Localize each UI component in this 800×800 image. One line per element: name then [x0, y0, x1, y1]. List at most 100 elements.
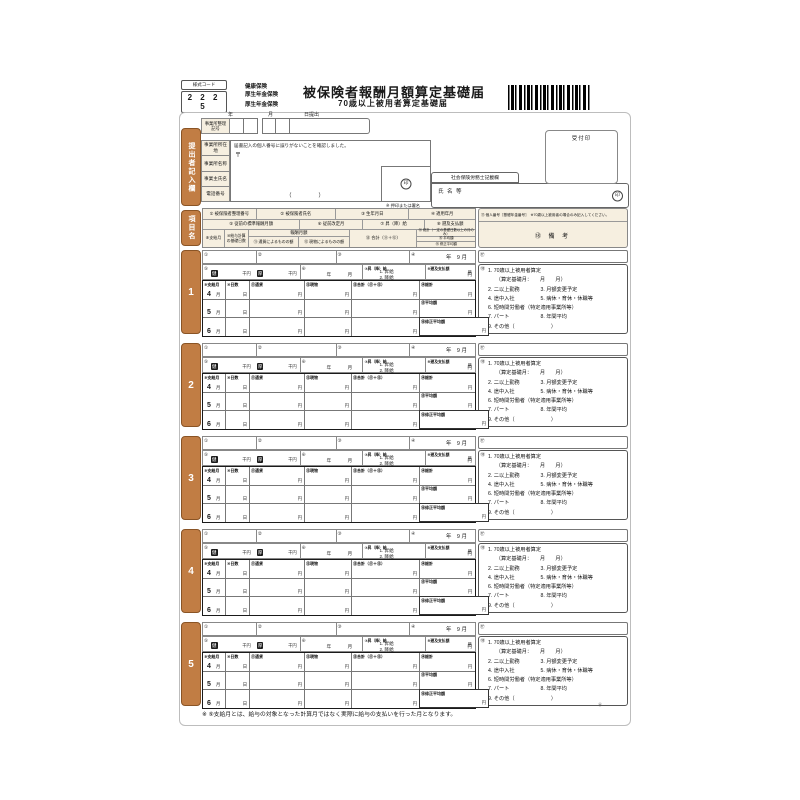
record-previous-row: ⑤ 健 千円 厚 千円 ⑥ 年 月 ⑦昇（降）給 1. 昇給 2. 降給: [202, 450, 477, 466]
unit-month: 月: [347, 457, 353, 463]
unit-month: 月: [216, 701, 221, 707]
marker: ②: [257, 251, 262, 257]
grand-total-cell: ⑭総計円: [419, 560, 475, 578]
marker: ③: [337, 530, 342, 536]
record-identity-row: ① ② ③ ④ 年 9 月: [202, 529, 476, 543]
unit-yen: 円: [344, 663, 349, 669]
record-number: 5: [188, 658, 194, 670]
previous-revision-cell: ⑥ 年 月: [300, 544, 364, 559]
health-mark: 健: [211, 363, 218, 370]
sum-cell: ⑬合計（⑪＋⑫） 円: [351, 374, 419, 392]
header-remuneration-group: 報酬月額 ⑪ 通貨によるものの額 ⑫ 現物によるものの額: [248, 230, 350, 247]
unit-yen: 円: [297, 663, 302, 669]
health-mark: 健: [211, 270, 218, 277]
unit-yen: 円: [344, 403, 349, 409]
unit-month: 月: [347, 550, 353, 556]
unit-month: 月: [216, 608, 221, 614]
marker: ①: [204, 437, 209, 443]
raise-cut-cell: ⑦昇（降）給 1. 昇給 2. 降給: [363, 358, 427, 373]
inkind-amount-cell: 円: [304, 578, 351, 597]
mini-label: ⑮平均額: [421, 300, 437, 306]
header-totals-stack: ⑭ 総計（一定の基礎日数以上の月のみ） ⑮ 平均額 ⑯ 修正平均額: [417, 228, 475, 247]
remarks-option: 1. 70歳以上被用者算定: [488, 454, 542, 460]
month-row-april: ⑨支給月 4 月 ⑩日数日 ⑪通貨円 ⑫現物円 ⑬合計（⑪＋⑫） 円 ⑭総計円: [203, 467, 475, 485]
header-inkind-amount: ⑫ 現物によるものの額: [299, 237, 349, 247]
unit-yen: 円: [467, 589, 473, 595]
retro-payment-label: ⑧遡及支払額: [427, 545, 450, 550]
unit-yen: 円: [297, 608, 302, 614]
month-number: 4: [207, 569, 211, 577]
barcode: [508, 85, 590, 110]
marker: ⑤: [204, 637, 209, 643]
record-right-column: ⑰ ⑱ 1. 70歳以上被用者算定 （算定基礎月： 月 月） 2. 二以上勤務 …: [478, 622, 628, 706]
unit-yen: 円: [412, 515, 417, 521]
adjusted-average-cell: ⑯修正平均額円: [419, 410, 489, 429]
grand-total-cell: ⑭総計円: [419, 653, 475, 671]
cash-amount-cell: 円: [249, 504, 304, 523]
unit-month: 月: [216, 682, 221, 688]
header-adjusted-average: ⑯ 修正平均額: [417, 242, 475, 247]
mini-label: ⑪通貨: [251, 467, 263, 473]
unit-yen: 円: [297, 384, 302, 390]
record-number: 1: [188, 286, 194, 298]
record-block: 4 ① ② ③ ④ 年 9 月 ⑤ 健 千円 厚 千円: [181, 529, 628, 617]
sum-cell: 円: [351, 485, 419, 504]
receipt-stamp-label: 受付印: [571, 136, 592, 142]
remarks-option: 4. 途中入社 5. 病休・育休・休職等: [488, 388, 593, 395]
marker: ④: [411, 437, 416, 443]
unit-yen: 円: [297, 701, 302, 707]
month-row-april: ⑨支給月 4 月 ⑩日数日 ⑪通貨円 ⑫現物円 ⑬合計（⑪＋⑫） 円 ⑭総計円: [203, 281, 475, 299]
raise-cut-label: ⑦昇（降）給: [364, 545, 387, 550]
base-days-cell: 日: [225, 392, 249, 411]
record-main-grid: ① ② ③ ④ 年 9 月 ⑤ 健 千円 厚 千円 ⑥ 年: [202, 250, 489, 338]
average-cell: ⑮平均額円: [419, 485, 475, 504]
mini-label: ⑮平均額: [421, 579, 437, 585]
remarks-option: 2. 二以上勤務 3. 月額変更予定: [488, 565, 578, 572]
mini-label: ⑯修正平均額: [421, 597, 445, 603]
phone-label: 電話番号: [201, 186, 230, 202]
pay-month-cell: ⑨支給月 4 月: [203, 653, 225, 671]
average-cell: ⑮平均額円: [419, 299, 475, 318]
unit-yen: 円: [412, 422, 417, 428]
mini-label: ⑬合計（⑪＋⑫）: [353, 467, 385, 473]
office-code-row: 事業所整理記号: [201, 118, 370, 134]
cut-option: 2. 降給: [379, 553, 394, 559]
mini-label: ⑨支給月: [204, 653, 220, 659]
sum-cell: ⑬合計（⑪＋⑫） 円: [351, 653, 419, 671]
marker: ⑥: [301, 451, 306, 457]
marker: ⑰: [480, 623, 485, 629]
marker: ⑥: [301, 265, 306, 271]
unit-year: 年: [326, 364, 332, 370]
footnote: ※ ⑨支給月とは、給与の対象となった計算月ではなく実際に給与の支払いを行った月と…: [202, 712, 457, 718]
marker: ①: [204, 251, 209, 257]
month-row-april: ⑨支給月 4 月 ⑩日数日 ⑪通貨円 ⑫現物円 ⑬合計（⑪＋⑫） 円 ⑭総計円: [203, 560, 475, 578]
unit-month: 月: [216, 477, 221, 483]
marker: ⑰: [480, 344, 485, 350]
mini-label: ⑩日数: [227, 467, 239, 473]
raise-option: 1. 昇給: [379, 641, 394, 646]
unit-yen: 円: [481, 420, 486, 426]
seal-icon: 印: [400, 178, 412, 190]
remarks-option: 2. 二以上勤務 3. 月額変更予定: [488, 379, 578, 386]
cash-amount-cell: 円: [249, 318, 304, 337]
remarks-option: 9. その他（ ）: [488, 416, 557, 423]
cut-option: 2. 降給: [379, 274, 394, 280]
pension-mark: 厚: [256, 270, 264, 277]
remarks-option: 9. その他（ ）: [488, 323, 557, 330]
base-days-cell: 日: [225, 578, 249, 597]
inkind-amount-cell: 円: [304, 690, 351, 709]
insured-name-cell: ②: [256, 530, 337, 543]
pension-mark: 厚: [256, 642, 264, 649]
raise-cut-cell: ⑦昇（降）給 1. 昇給 2. 降給: [363, 265, 427, 280]
month-row-april: ⑨支給月 4 月 ⑩日数日 ⑪通貨円 ⑫現物円 ⑬合計（⑪＋⑫） 円 ⑭総計円: [203, 374, 475, 392]
cash-amount-cell: 円: [249, 671, 304, 690]
header-base-days: ⑩給与計算の基礎日数: [224, 230, 249, 247]
unit-yen: 円: [467, 682, 473, 688]
unit-day: 日: [242, 570, 247, 576]
